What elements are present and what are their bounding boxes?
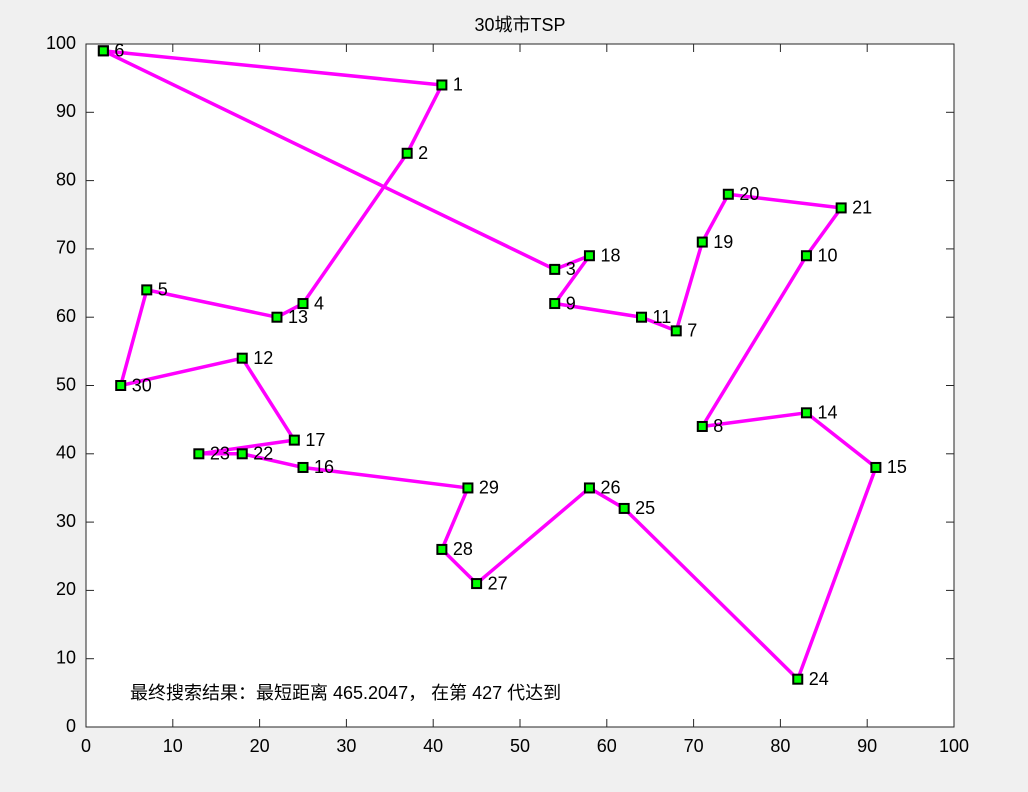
x-tick-label: 0 bbox=[81, 736, 91, 756]
city-label: 15 bbox=[887, 457, 907, 477]
x-tick-label: 90 bbox=[857, 736, 877, 756]
city-label: 7 bbox=[687, 321, 697, 341]
city-marker bbox=[236, 448, 248, 460]
city-label: 30 bbox=[132, 375, 152, 395]
y-tick-label: 10 bbox=[56, 647, 76, 667]
y-tick-label: 60 bbox=[56, 306, 76, 326]
city-label: 19 bbox=[713, 232, 733, 252]
city-label: 8 bbox=[713, 416, 723, 436]
city-label: 25 bbox=[635, 498, 655, 518]
city-label: 17 bbox=[305, 430, 325, 450]
chart-title: 30城市TSP bbox=[474, 15, 565, 35]
plot-area bbox=[85, 43, 955, 728]
city-label: 28 bbox=[453, 539, 473, 559]
city-label: 23 bbox=[210, 444, 230, 464]
city-marker bbox=[436, 543, 448, 555]
city-marker bbox=[583, 482, 595, 494]
city-marker bbox=[401, 147, 413, 159]
city-label: 16 bbox=[314, 457, 334, 477]
city-label: 27 bbox=[488, 573, 508, 593]
city-marker bbox=[236, 352, 248, 364]
city-label: 26 bbox=[600, 478, 620, 498]
city-marker bbox=[792, 673, 804, 685]
city-label: 21 bbox=[852, 198, 872, 218]
city-marker bbox=[462, 482, 474, 494]
city-label: 1 bbox=[453, 75, 463, 95]
city-label: 22 bbox=[253, 444, 273, 464]
city-marker bbox=[271, 311, 283, 323]
x-tick-label: 20 bbox=[250, 736, 270, 756]
city-marker bbox=[297, 461, 309, 473]
annotation: 最终搜索结果：最短距离 465.2047， 在第 427 代达到 bbox=[130, 683, 561, 703]
city-label: 11 bbox=[653, 307, 672, 327]
y-tick-label: 30 bbox=[56, 511, 76, 531]
city-label: 18 bbox=[600, 245, 620, 265]
city-label: 10 bbox=[817, 245, 837, 265]
city-marker bbox=[115, 380, 127, 391]
y-tick-label: 80 bbox=[56, 169, 76, 189]
city-label: 12 bbox=[253, 348, 273, 368]
x-tick-label: 40 bbox=[423, 736, 443, 756]
city-label: 2 bbox=[418, 143, 428, 163]
city-marker bbox=[193, 448, 205, 460]
city-marker bbox=[870, 461, 882, 473]
x-tick-label: 60 bbox=[597, 736, 617, 756]
city-marker bbox=[471, 578, 483, 590]
city-marker bbox=[722, 188, 734, 200]
city-marker bbox=[800, 407, 812, 419]
city-label: 4 bbox=[314, 293, 324, 313]
x-tick-label: 10 bbox=[163, 736, 183, 756]
city-label: 5 bbox=[158, 280, 168, 300]
city-marker bbox=[583, 250, 595, 262]
x-tick-label: 100 bbox=[939, 736, 969, 756]
city-marker bbox=[288, 434, 300, 446]
city-marker bbox=[636, 311, 648, 323]
city-marker bbox=[696, 420, 708, 432]
city-marker bbox=[670, 325, 682, 337]
y-tick-label: 40 bbox=[56, 443, 76, 463]
city-marker bbox=[800, 250, 812, 262]
city-label: 14 bbox=[817, 403, 837, 423]
y-tick-label: 100 bbox=[46, 33, 76, 53]
y-tick-label: 90 bbox=[56, 101, 76, 121]
city-label: 24 bbox=[809, 669, 829, 689]
y-tick-label: 70 bbox=[56, 238, 76, 258]
y-tick-label: 50 bbox=[56, 374, 76, 394]
city-marker bbox=[549, 298, 561, 310]
city-label: 20 bbox=[739, 184, 759, 204]
city-marker bbox=[835, 202, 847, 214]
city-marker bbox=[618, 502, 630, 514]
city-marker bbox=[549, 263, 561, 275]
city-marker bbox=[97, 45, 109, 57]
city-label: 13 bbox=[288, 307, 308, 327]
city-marker bbox=[141, 284, 153, 296]
city-marker bbox=[297, 298, 309, 310]
city-label: 3 bbox=[566, 259, 576, 279]
city-marker bbox=[696, 236, 708, 248]
x-tick-label: 50 bbox=[510, 736, 530, 756]
city-marker bbox=[436, 79, 448, 91]
city-label: 9 bbox=[566, 293, 576, 313]
x-tick-label: 30 bbox=[336, 736, 356, 756]
y-tick-label: 0 bbox=[66, 716, 76, 736]
city-label: 29 bbox=[479, 478, 499, 498]
x-tick-label: 70 bbox=[684, 736, 704, 756]
city-label: 6 bbox=[114, 41, 124, 61]
y-tick-label: 20 bbox=[56, 579, 76, 599]
x-tick-label: 80 bbox=[770, 736, 790, 756]
